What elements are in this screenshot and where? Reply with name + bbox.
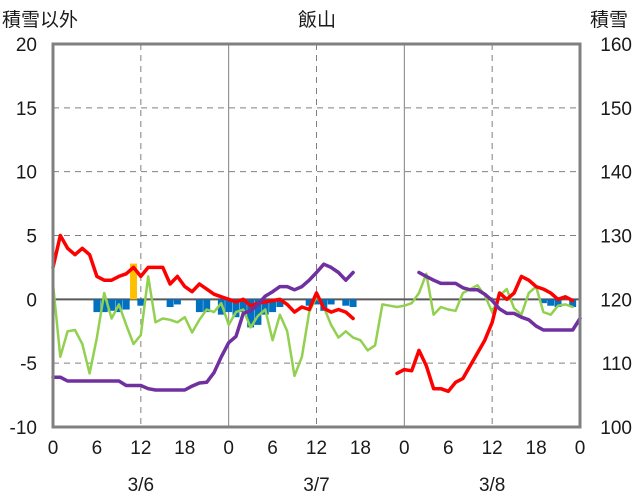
- x-tick-label: 12: [306, 438, 327, 459]
- below_zero_blocks-bar: [569, 299, 577, 307]
- snow_depth-line: [51, 262, 582, 392]
- y-right-tick-label: 110: [602, 354, 632, 375]
- below_zero_blocks-bar: [239, 299, 247, 313]
- below_zero_blocks-bar: [261, 299, 269, 315]
- grid-lines: [53, 44, 580, 427]
- below_zero_blocks-bar: [547, 299, 555, 306]
- x-tick-label: 12: [130, 438, 151, 459]
- x-tick-label: 0: [223, 438, 234, 459]
- date-label: 3/7: [303, 475, 329, 496]
- below_zero_blocks-bar: [203, 299, 211, 313]
- y-left-tick-label: -10: [10, 418, 37, 439]
- x-tick-label: 18: [174, 438, 195, 459]
- below_zero_blocks-bar: [108, 299, 116, 311]
- date-label: 3/8: [479, 475, 505, 496]
- below_zero_blocks-bar: [539, 299, 547, 304]
- left-axis-title: 積雪以外: [2, 9, 78, 31]
- below_zero_blocks-bar: [349, 299, 357, 307]
- y-left-tick-label: -5: [20, 354, 37, 375]
- y-left-tick-label: 5: [26, 227, 37, 248]
- y-left-tick-label: 10: [16, 163, 37, 184]
- x-tick-label: 0: [575, 438, 586, 459]
- x-tick-label: 18: [350, 438, 371, 459]
- below_zero_blocks-bar: [195, 299, 203, 313]
- below_zero_blocks-bar: [554, 299, 562, 307]
- below_zero_blocks-bar: [100, 299, 108, 313]
- x-tick-label: 18: [526, 438, 547, 459]
- temperature-line: [51, 233, 575, 394]
- below_zero_blocks-bar: [93, 299, 101, 313]
- x-tick-label: 6: [267, 438, 278, 459]
- below_zero_blocks-bar: [342, 299, 350, 306]
- chart-title: 飯山: [298, 9, 336, 31]
- below_zero_blocks-bar: [122, 299, 130, 310]
- y-left-tick-label: 15: [16, 99, 37, 120]
- below_zero_blocks-bar: [254, 299, 262, 325]
- below_zero_blocks-bar: [225, 299, 233, 313]
- below_zero_blocks-bar: [173, 299, 181, 305]
- y-left-tick-label: 20: [16, 35, 37, 56]
- below_zero_blocks-bar: [313, 299, 320, 305]
- date-label: 3/6: [128, 475, 154, 496]
- line-series: [51, 233, 582, 394]
- x-tick-label: 6: [92, 438, 103, 459]
- y-right-tick-label: 130: [600, 227, 632, 248]
- y-right-tick-label: 140: [600, 163, 632, 184]
- x-tick-label: 6: [443, 438, 454, 459]
- below_zero_blocks-bar: [247, 299, 255, 328]
- x-tick-label: 0: [399, 438, 410, 459]
- below_zero_blocks-bar: [269, 299, 277, 313]
- x-tick-label: 12: [482, 438, 503, 459]
- below_zero_blocks-bar: [327, 299, 335, 305]
- below_zero_blocks-bar: [276, 299, 284, 307]
- below_zero_blocks-bar: [305, 299, 313, 306]
- below_zero_blocks-bar: [232, 299, 240, 318]
- y-right-tick-label: 150: [600, 99, 632, 120]
- y-right-tick-label: 160: [600, 35, 632, 56]
- precipitation-bar: [130, 263, 137, 300]
- right-axis-title: 積雪: [590, 9, 628, 31]
- y-right-tick-label: 100: [600, 418, 632, 439]
- below_zero_blocks-bar: [166, 299, 174, 307]
- y-right-tick-label: 120: [600, 290, 632, 311]
- x-tick-label: 0: [48, 438, 59, 459]
- plot-frame: [51, 42, 582, 429]
- below_zero_blocks-bar: [137, 299, 145, 306]
- y-left-tick-label: 0: [26, 290, 37, 311]
